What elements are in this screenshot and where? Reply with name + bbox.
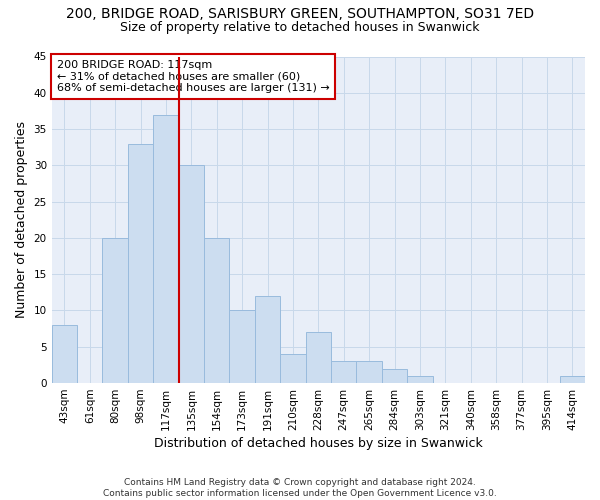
Bar [103,238,128,383]
Bar [52,325,77,383]
Bar [407,376,433,383]
Bar [382,368,407,383]
Text: 200 BRIDGE ROAD: 117sqm
← 31% of detached houses are smaller (60)
68% of semi-de: 200 BRIDGE ROAD: 117sqm ← 31% of detache… [57,60,330,93]
Text: Contains HM Land Registry data © Crown copyright and database right 2024.
Contai: Contains HM Land Registry data © Crown c… [103,478,497,498]
Bar [305,332,331,383]
Bar [560,376,585,383]
Bar [356,362,382,383]
Bar [204,238,229,383]
Y-axis label: Number of detached properties: Number of detached properties [15,122,28,318]
X-axis label: Distribution of detached houses by size in Swanwick: Distribution of detached houses by size … [154,437,483,450]
Bar [280,354,305,383]
Bar [255,296,280,383]
Bar [179,166,204,383]
Bar [153,114,179,383]
Text: 200, BRIDGE ROAD, SARISBURY GREEN, SOUTHAMPTON, SO31 7ED: 200, BRIDGE ROAD, SARISBURY GREEN, SOUTH… [66,8,534,22]
Bar [128,144,153,383]
Bar [229,310,255,383]
Text: Size of property relative to detached houses in Swanwick: Size of property relative to detached ho… [120,21,480,34]
Bar [331,362,356,383]
